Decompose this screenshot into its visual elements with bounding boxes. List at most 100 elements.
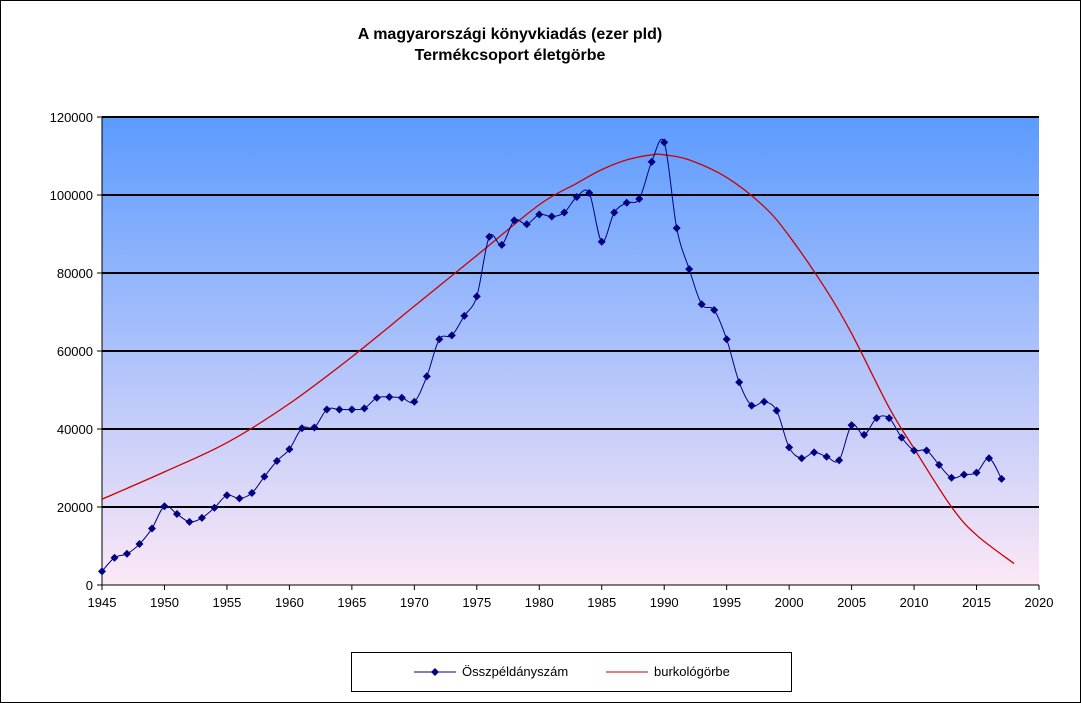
data-point-1972 [435, 335, 444, 344]
data-point-2013 [947, 473, 956, 482]
data-point-1982 [560, 208, 569, 217]
data-point-1964 [335, 405, 344, 414]
data-point-2014 [960, 470, 969, 479]
data-point-1971 [422, 372, 431, 381]
data-point-1963 [322, 405, 331, 414]
data-point-1960 [285, 445, 294, 454]
data-point-1970 [410, 397, 419, 406]
data-point-1976 [485, 232, 494, 241]
data-point-1978 [510, 216, 519, 225]
data-point-1986 [610, 208, 619, 217]
data-point-1969 [397, 393, 406, 402]
data-point-1955 [222, 491, 231, 500]
data-point-1946 [110, 553, 119, 562]
data-point-1981 [547, 212, 556, 221]
y-tick-label: 100000 [50, 188, 93, 203]
y-tick-label: 60000 [57, 344, 93, 359]
x-tick-label: 1965 [337, 595, 366, 610]
data-point-1974 [460, 311, 469, 320]
y-tick-label: 80000 [57, 266, 93, 281]
x-tick-label: 2015 [962, 595, 991, 610]
data-point-1959 [272, 456, 281, 465]
data-point-1966 [360, 404, 369, 413]
legend-item-burkologorbe: burkológörbe [606, 664, 730, 679]
x-tick-label: 1945 [88, 595, 117, 610]
y-axis-ticks: 0 20000 40000 60000 80000 100000 120000 [50, 110, 102, 593]
chart-title-line1: A magyarországi könyvkiadás (ezer pld) [357, 26, 663, 43]
x-tick-label: 2010 [900, 595, 929, 610]
x-tick-label: 1995 [712, 595, 741, 610]
chart-title-line2: Termékcsoport életgörbe [414, 47, 606, 64]
data-point-1995 [722, 335, 731, 344]
data-point-2016 [985, 454, 994, 463]
legend-symbol-red-line [606, 665, 648, 679]
data-point-1949 [147, 524, 156, 533]
data-point-1965 [347, 405, 356, 414]
x-tick-label: 2020 [1025, 595, 1054, 610]
data-point-1988 [635, 194, 644, 203]
x-tick-label: 1960 [275, 595, 304, 610]
data-point-1950 [160, 502, 169, 511]
data-point-1999 [772, 406, 781, 415]
data-point-1996 [735, 378, 744, 387]
x-tick-label: 1985 [587, 595, 616, 610]
data-point-1952 [185, 517, 194, 526]
data-point-1992 [685, 265, 694, 274]
legend-label-series1: Összpéldányszám [462, 664, 569, 679]
data-point-2006 [860, 430, 869, 439]
data-point-2010 [910, 446, 919, 455]
legend-item-osszpeldanyszam: Összpéldányszám [414, 664, 568, 679]
data-point-2012 [935, 460, 944, 469]
data-point-1979 [522, 220, 531, 229]
x-axis-ticks: 1945 1950 1955 1960 1965 1970 1975 1980 1985 1990… [88, 585, 1054, 610]
data-point-1985 [597, 237, 606, 246]
data-point-1961 [297, 424, 306, 433]
data-point-1973 [447, 331, 456, 340]
series-markers [98, 138, 1006, 576]
y-tick-label: 40000 [57, 422, 93, 437]
x-tick-label: 1980 [525, 595, 554, 610]
data-point-2007 [872, 414, 881, 423]
x-tick-label: 2005 [837, 595, 866, 610]
data-point-2011 [922, 446, 931, 455]
data-point-1958 [260, 472, 269, 481]
data-point-1951 [172, 510, 181, 519]
x-tick-label: 1950 [150, 595, 179, 610]
data-point-1957 [247, 488, 256, 497]
data-point-2008 [885, 414, 894, 423]
data-point-2002 [810, 448, 819, 457]
data-point-1998 [760, 397, 769, 406]
data-point-1967 [372, 393, 381, 402]
data-point-2017 [997, 474, 1006, 483]
legend: Összpéldányszám burkológörbe [351, 652, 792, 692]
data-point-1954 [210, 503, 219, 512]
chart-title: A magyarországi könyvkiadás (ezer pld) T… [300, 24, 720, 66]
data-point-1962 [310, 423, 319, 432]
x-tick-label: 1970 [400, 595, 429, 610]
data-point-1975 [472, 292, 481, 301]
y-tick-label: 120000 [50, 110, 93, 125]
data-point-1984 [585, 189, 594, 198]
series-line-burkologorbe [101, 153, 1015, 565]
data-point-2000 [785, 443, 794, 452]
data-point-1948 [135, 540, 144, 549]
data-point-1990 [660, 138, 669, 147]
data-point-2015 [972, 468, 981, 477]
data-point-1983 [572, 192, 581, 201]
data-point-1968 [385, 393, 394, 402]
data-point-1956 [235, 494, 244, 503]
y-tick-label: 20000 [57, 500, 93, 515]
data-point-1947 [122, 549, 131, 558]
x-tick-label: 1955 [212, 595, 241, 610]
data-point-2001 [797, 454, 806, 463]
data-point-2009 [897, 433, 906, 442]
data-point-1989 [647, 157, 656, 166]
data-point-1997 [747, 401, 756, 410]
data-point-1993 [697, 300, 706, 309]
data-point-1977 [497, 240, 506, 249]
data-point-1987 [622, 198, 631, 207]
x-tick-label: 1990 [650, 595, 679, 610]
data-point-2004 [835, 456, 844, 465]
x-tick-label: 1975 [462, 595, 491, 610]
